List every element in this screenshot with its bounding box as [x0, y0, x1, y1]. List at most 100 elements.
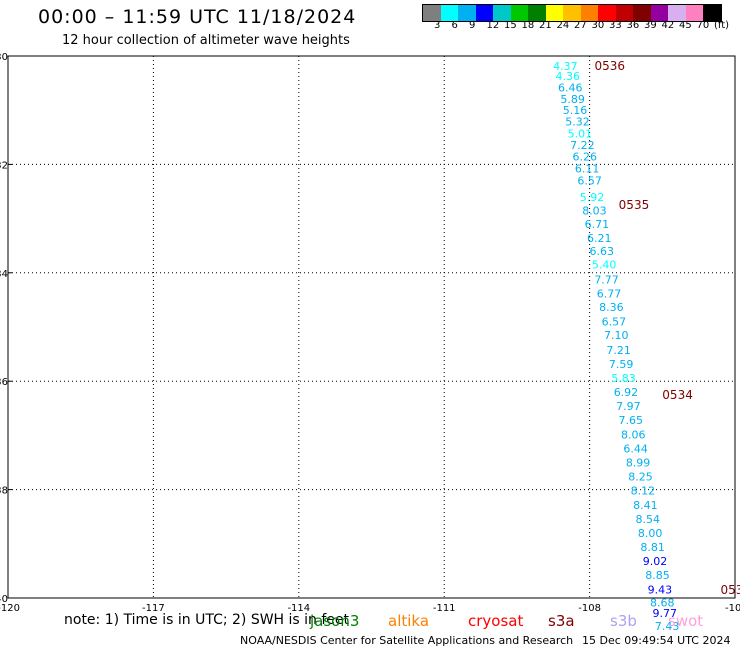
wave-height-point: 8.68: [650, 596, 675, 609]
colorbar-swatch: [528, 5, 546, 21]
wave-height-point: 6.77: [597, 287, 622, 300]
wave-height-point: 7.59: [609, 358, 634, 371]
colorbar-swatch: [493, 5, 511, 21]
wave-height-point: 6.21: [587, 232, 612, 245]
x-tick-label: -114: [287, 603, 310, 614]
wave-height-point: 9.43: [648, 583, 673, 596]
pass-time-label: 0536: [594, 59, 625, 73]
wave-height-point: 5.40: [592, 259, 617, 272]
x-tick-label: -10: [725, 603, 740, 614]
y-tick-label: -30: [0, 52, 8, 63]
colorbar-labels: 3 6 9 12 15 18 21 24 27 30 33 36 39 42 45 70 (ft): [422, 20, 740, 34]
wave-height-point: 6.44: [623, 442, 648, 455]
colorbar-label: 21: [539, 20, 552, 31]
colorbar-label: 39: [644, 20, 657, 31]
colorbar-label: 27: [574, 20, 587, 31]
colorbar-label: 3: [434, 20, 441, 31]
wave-height-point: 8.12: [631, 485, 656, 498]
wave-height-point: 7.21: [606, 344, 631, 357]
legend-item-jason3: jason3: [310, 612, 360, 630]
footer-timestamp: 15 Dec 09:49:54 UTC 2024: [582, 634, 731, 647]
wave-height-point: 6.57: [602, 316, 627, 329]
legend-item-altika: altika: [388, 612, 430, 630]
colorbar-label: 18: [521, 20, 535, 31]
colorbar-label: 33: [609, 20, 622, 31]
colorbar-swatch: [703, 5, 721, 21]
wave-height-point: 7.10: [604, 329, 629, 342]
x-tick-label: -120: [0, 603, 20, 614]
wave-height-point: 7.43: [655, 620, 680, 633]
legend-item-s3b: s3b: [610, 612, 637, 630]
pass-time-label: 0534: [662, 388, 693, 402]
wave-height-point: 8.99: [626, 457, 651, 470]
colorbar-label: 12: [486, 20, 500, 31]
colorbar-swatch: [633, 5, 651, 21]
y-tick-label: -38: [0, 486, 8, 497]
wave-height-point: 8.06: [621, 428, 646, 441]
colorbar-swatch: [423, 5, 441, 21]
wave-height-point: 6.71: [585, 218, 610, 231]
wave-height-point: 7.65: [619, 414, 644, 427]
colorbar-swatch: [458, 5, 476, 21]
colorbar-label: 45: [679, 20, 692, 31]
wave-height-point: 6.26: [573, 150, 598, 163]
colorbar-swatch: [440, 5, 458, 21]
pass-time-label: 053: [720, 583, 740, 597]
colorbar-swatch: [668, 5, 686, 21]
wave-height-point: 5.89: [560, 93, 585, 106]
wave-height-point: 9.77: [652, 607, 677, 620]
colorbar-swatch: [598, 5, 616, 21]
y-tick-label: -34: [0, 269, 8, 280]
colorbar-swatch: [545, 5, 563, 21]
wave-height-point: 6.11: [575, 163, 600, 176]
colorbar-label: 9: [469, 20, 476, 31]
wave-height-point: 6.57: [577, 175, 602, 188]
legend-item-cryosat: cryosat: [468, 612, 524, 630]
wave-height-point: 6.63: [589, 245, 614, 258]
colorbar-swatch: [615, 5, 633, 21]
colorbar-label: 42: [661, 20, 675, 31]
wave-height-point: 8.00: [638, 527, 663, 540]
wave-height-point: 8.25: [628, 471, 653, 484]
footer-credit: NOAA/NESDIS Center for Satellite Applica…: [240, 634, 574, 647]
colorbar-label: 24: [556, 20, 570, 31]
wave-height-point: 5.01: [568, 128, 593, 141]
colorbar-swatch: [650, 5, 668, 21]
wave-height-point: 9.02: [643, 555, 668, 568]
y-tick-label: -32: [0, 160, 8, 171]
wave-height-point: 7.22: [570, 139, 595, 152]
wave-height-point: 8.85: [645, 569, 670, 582]
legend-item-s3a: s3a: [548, 612, 575, 630]
colorbar-swatch: [580, 5, 598, 21]
colorbar-swatch: [563, 5, 581, 21]
colorbar-label: 6: [451, 20, 458, 31]
chart-subtitle: 12 hour collection of altimeter wave hei…: [62, 33, 350, 48]
x-tick-label: -117: [142, 603, 165, 614]
wave-height-point: 5.32: [565, 116, 590, 129]
legend-item-swot: swot: [668, 612, 704, 630]
wave-height-point: 5.16: [563, 104, 588, 117]
colorbar: [422, 4, 722, 22]
colorbar-label: 36: [626, 20, 640, 31]
wave-height-point: 8.41: [633, 499, 658, 512]
wave-height-point: 6.46: [558, 81, 583, 94]
wave-height-point: 4.37: [553, 60, 578, 73]
x-tick-label: -111: [433, 603, 456, 614]
wave-height-point: 8.81: [640, 541, 665, 554]
pass-time-label: 0535: [619, 198, 650, 212]
colorbar-swatch: [475, 5, 493, 21]
wave-height-point: 4.36: [556, 70, 581, 83]
wave-height-point: 5.83: [611, 372, 636, 385]
colorbar-label: 70: [696, 20, 710, 31]
wave-height-point: 8.54: [636, 513, 661, 526]
wave-height-point: 7.77: [594, 273, 619, 286]
wave-height-point: 5.92: [580, 191, 605, 204]
colorbar-label: 15: [504, 20, 517, 31]
wave-height-point: 6.92: [614, 386, 639, 399]
wave-height-point: 8.03: [582, 204, 607, 217]
plot-frame: [7, 55, 736, 599]
chart-title: 00:00 – 11:59 UTC 11/18/2024: [38, 6, 357, 28]
footer-note: note: 1) Time is in UTC; 2) SWH is in fe…: [64, 612, 350, 628]
wave-height-point: 7.97: [616, 400, 641, 413]
